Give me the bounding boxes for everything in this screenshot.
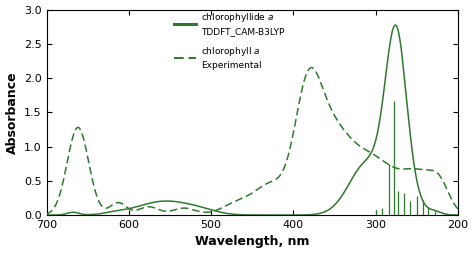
Y-axis label: Absorbance: Absorbance — [6, 71, 18, 154]
Legend: chlorophyllide $a$
TDDFT_CAM-B3LYP, chlorophyll $a$
Experimental: chlorophyllide $a$ TDDFT_CAM-B3LYP, chlo… — [170, 8, 288, 73]
X-axis label: Wavelength, nm: Wavelength, nm — [195, 235, 310, 248]
